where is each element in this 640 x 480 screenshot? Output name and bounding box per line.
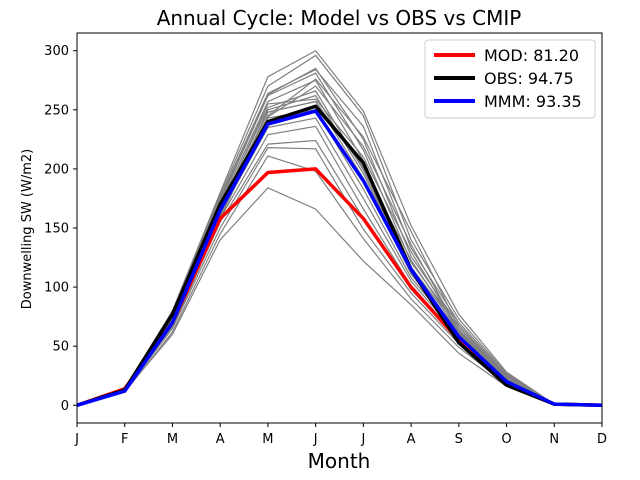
x-tick-label: J (313, 432, 318, 447)
x-tick-label: A (216, 432, 225, 447)
x-tick-label: S (455, 432, 463, 447)
ensemble-line-3 (76, 147, 603, 406)
y-tick-label: 100 (44, 281, 69, 296)
x-tick-label: D (597, 432, 607, 447)
y-tick-label: 0 (61, 399, 69, 414)
ensemble-line-16 (76, 94, 603, 406)
legend-label-mmm: MMM: 93.35 (484, 92, 582, 111)
y-tick-label: 300 (44, 44, 69, 59)
y-tick-label: 150 (44, 222, 69, 237)
x-tick-label: J (74, 432, 79, 447)
ensemble-line-1 (76, 187, 603, 406)
x-axis-title: Month (308, 449, 371, 473)
ensemble-line-11 (76, 72, 603, 406)
x-tick-label: A (407, 432, 416, 447)
axes: 0 50 100 150 200 250 300 J F M A M J J A S O N D (44, 32, 607, 447)
legend-label-obs: OBS: 94.75 (484, 69, 574, 88)
y-axis-title: Downwelling SW (W/m2) (20, 149, 35, 309)
legend: MOD: 81.20 OBS: 94.75 MMM: 93.35 (424, 39, 596, 119)
y-tick-label: 250 (44, 103, 69, 118)
mmm-line (76, 109, 603, 408)
legend-box (424, 39, 596, 119)
x-tick-label: N (549, 432, 559, 447)
x-tick-label: F (121, 432, 128, 447)
ensemble-line-6 (76, 117, 603, 406)
highlighted-lines (76, 104, 603, 408)
legend-label-mod: MOD: 81.20 (484, 46, 579, 65)
x-tick-label: M (262, 432, 273, 447)
x-tick-label: O (501, 432, 511, 447)
obs-line (76, 104, 603, 408)
x-tick-label: M (167, 432, 178, 447)
y-tick-label: 200 (44, 162, 69, 177)
ensemble-line-9 (76, 90, 603, 406)
x-tick-label: J (360, 432, 365, 447)
ensemble-line-4 (76, 139, 603, 406)
ensemble-line-5 (76, 125, 603, 406)
ensemble-line-7 (76, 109, 603, 406)
y-tick-label: 50 (52, 340, 69, 355)
chart-title: Annual Cycle: Model vs OBS vs CMIP (157, 6, 522, 30)
